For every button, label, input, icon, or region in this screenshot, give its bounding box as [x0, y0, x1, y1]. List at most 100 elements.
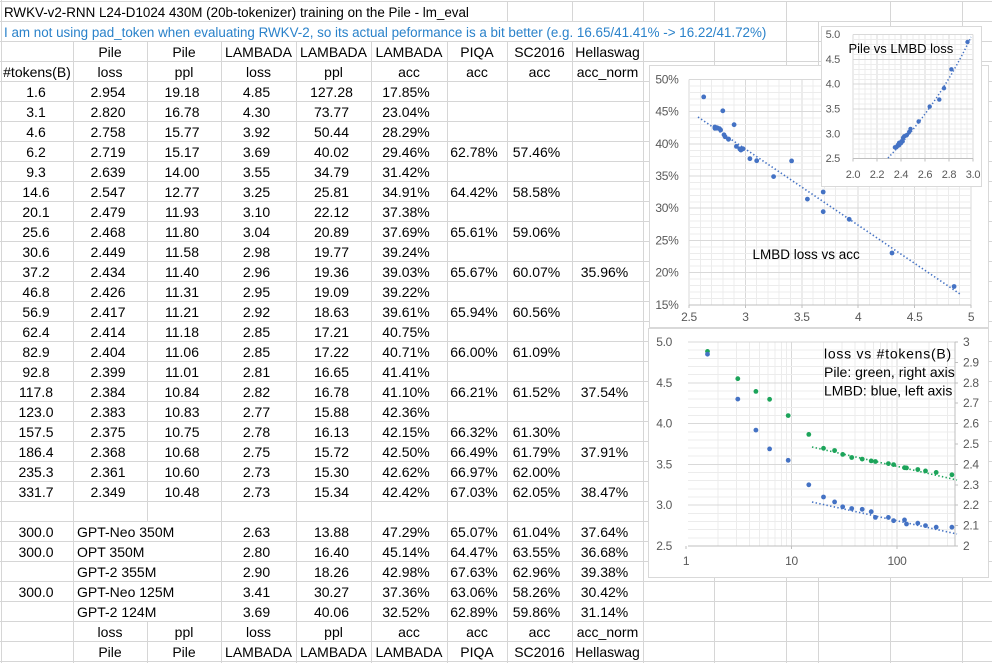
- svg-text:61.52%: 61.52%: [513, 384, 560, 400]
- svg-text:2: 2: [963, 539, 970, 553]
- svg-text:2.4: 2.4: [894, 169, 909, 181]
- svg-text:PIQA: PIQA: [460, 644, 494, 660]
- svg-text:39.61%: 39.61%: [382, 304, 429, 320]
- svg-text:Hellaswag: Hellaswag: [575, 44, 640, 60]
- svg-text:2.404: 2.404: [90, 344, 125, 360]
- svg-text:11.21: 11.21: [165, 304, 199, 320]
- svg-text:2.368: 2.368: [90, 444, 125, 460]
- svg-text:41.41%: 41.41%: [382, 364, 429, 380]
- svg-text:11.80: 11.80: [165, 224, 199, 240]
- svg-text:2.468: 2.468: [90, 224, 125, 240]
- svg-text:10.75: 10.75: [164, 424, 199, 440]
- svg-text:331.7: 331.7: [18, 484, 53, 500]
- svg-text:16.78: 16.78: [314, 384, 349, 400]
- svg-text:11.06: 11.06: [165, 344, 199, 360]
- svg-text:4.5: 4.5: [826, 54, 841, 66]
- svg-text:2.80: 2.80: [243, 544, 270, 560]
- svg-text:60.07%: 60.07%: [513, 264, 560, 280]
- svg-text:65.94%: 65.94%: [450, 304, 497, 320]
- svg-text:40.71%: 40.71%: [382, 344, 429, 360]
- svg-text:62.89%: 62.89%: [450, 604, 497, 620]
- svg-text:19.36: 19.36: [314, 264, 349, 280]
- svg-text:16.65: 16.65: [314, 364, 349, 380]
- svg-text:19.77: 19.77: [314, 244, 349, 260]
- svg-text:5: 5: [968, 310, 975, 324]
- svg-text:18.26: 18.26: [314, 564, 349, 580]
- svg-text:40.06: 40.06: [314, 604, 349, 620]
- svg-text:62.4: 62.4: [22, 324, 49, 340]
- svg-text:34.91%: 34.91%: [382, 184, 429, 200]
- svg-text:2.5: 2.5: [656, 539, 672, 553]
- svg-text:2.2: 2.2: [963, 498, 979, 512]
- svg-text:127.28: 127.28: [310, 84, 353, 100]
- svg-text:loss: loss: [98, 64, 123, 80]
- svg-text:2.434: 2.434: [90, 264, 125, 280]
- svg-text:2.8: 2.8: [963, 376, 979, 390]
- svg-text:45%: 45%: [655, 105, 679, 119]
- svg-text:2.81: 2.81: [243, 364, 270, 380]
- svg-text:4: 4: [855, 310, 862, 324]
- svg-text:50.44: 50.44: [314, 124, 349, 140]
- svg-text:66.32%: 66.32%: [450, 424, 497, 440]
- svg-text:ppl: ppl: [175, 64, 194, 80]
- svg-text:11.18: 11.18: [165, 324, 199, 340]
- svg-text:66.21%: 66.21%: [450, 384, 497, 400]
- svg-text:22.12: 22.12: [314, 204, 349, 220]
- svg-text:acc: acc: [466, 64, 488, 80]
- svg-text:5.0: 5.0: [826, 29, 841, 41]
- svg-text:57.46%: 57.46%: [513, 144, 560, 160]
- svg-text:15.88: 15.88: [314, 404, 349, 420]
- svg-text:3.0: 3.0: [826, 128, 841, 140]
- svg-text:2.73: 2.73: [243, 464, 270, 480]
- svg-text:29.46%: 29.46%: [382, 144, 429, 160]
- svg-text:37.38%: 37.38%: [382, 204, 429, 220]
- svg-text:acc: acc: [398, 624, 420, 640]
- svg-text:4.30: 4.30: [243, 104, 270, 120]
- svg-text:Pile: Pile: [98, 44, 122, 60]
- svg-text:2.63: 2.63: [243, 524, 270, 540]
- svg-text:3.0: 3.0: [966, 169, 981, 181]
- svg-text:I am not using pad_token when: I am not using pad_token when evaluating…: [4, 25, 766, 40]
- svg-text:Pile vs LMBD loss: Pile vs LMBD loss: [849, 41, 954, 56]
- svg-text:2.85: 2.85: [243, 324, 270, 340]
- svg-text:2.98: 2.98: [243, 244, 270, 260]
- svg-text:15.34: 15.34: [314, 484, 349, 500]
- svg-text:2.375: 2.375: [90, 424, 125, 440]
- svg-text:40.02: 40.02: [314, 144, 349, 160]
- svg-text:2.349: 2.349: [90, 484, 125, 500]
- svg-text:SC2016: SC2016: [514, 44, 565, 60]
- svg-text:acc: acc: [529, 64, 551, 80]
- svg-text:3.1: 3.1: [26, 104, 46, 120]
- svg-text:3.5: 3.5: [826, 104, 841, 116]
- svg-text:35.96%: 35.96%: [581, 264, 628, 280]
- svg-text:4.85: 4.85: [243, 84, 270, 100]
- svg-text:15.17: 15.17: [164, 144, 199, 160]
- svg-text:2.479: 2.479: [90, 204, 125, 220]
- svg-text:300.0: 300.0: [18, 524, 53, 540]
- svg-text:2.2: 2.2: [870, 169, 885, 181]
- svg-text:40%: 40%: [655, 137, 679, 151]
- svg-text:PIQA: PIQA: [460, 44, 494, 60]
- svg-text:loss: loss: [98, 624, 123, 640]
- svg-text:37.64%: 37.64%: [581, 524, 628, 540]
- svg-text:65.67%: 65.67%: [450, 264, 497, 280]
- svg-text:60.56%: 60.56%: [513, 304, 560, 320]
- svg-text:17.85%: 17.85%: [382, 84, 429, 100]
- svg-text:2.95: 2.95: [243, 284, 270, 300]
- svg-text:loss: loss: [246, 64, 271, 80]
- svg-text:Pile: Pile: [172, 644, 196, 660]
- svg-text:64.42%: 64.42%: [450, 184, 497, 200]
- svg-text:20.89: 20.89: [314, 224, 349, 240]
- svg-text:2.414: 2.414: [90, 324, 125, 340]
- svg-text:2.820: 2.820: [90, 104, 125, 120]
- svg-text:2.426: 2.426: [90, 284, 125, 300]
- svg-text:2.449: 2.449: [90, 244, 125, 260]
- svg-text:61.09%: 61.09%: [513, 344, 560, 360]
- svg-text:2.9: 2.9: [963, 355, 979, 369]
- svg-text:123.0: 123.0: [18, 404, 53, 420]
- svg-text:3.10: 3.10: [243, 204, 270, 220]
- svg-text:LAMBADA: LAMBADA: [300, 644, 368, 660]
- svg-text:acc_norm: acc_norm: [577, 64, 638, 80]
- svg-text:11.93: 11.93: [165, 204, 199, 220]
- svg-text:2.0: 2.0: [846, 169, 861, 181]
